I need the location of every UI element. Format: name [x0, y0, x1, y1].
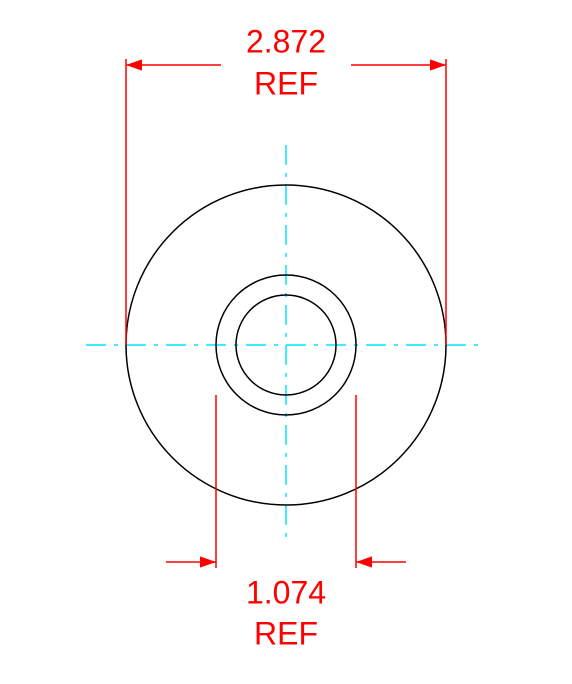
dimension-layer: 2.872 REF 1.074 REF [126, 23, 446, 651]
top-dim-value: 2.872 [246, 23, 326, 59]
bottom-dim-arrow-left [200, 556, 216, 567]
engineering-drawing: 2.872 REF 1.074 REF [0, 0, 572, 684]
centerline-layer [86, 145, 486, 545]
bottom-dim-arrow-right [356, 556, 372, 567]
top-dim-arrow-right [430, 59, 446, 70]
bottom-dim-ref: REF [254, 615, 318, 651]
top-dim-ref: REF [254, 65, 318, 101]
bottom-dim-value: 1.074 [246, 574, 326, 610]
top-dim-arrow-left [126, 59, 142, 70]
